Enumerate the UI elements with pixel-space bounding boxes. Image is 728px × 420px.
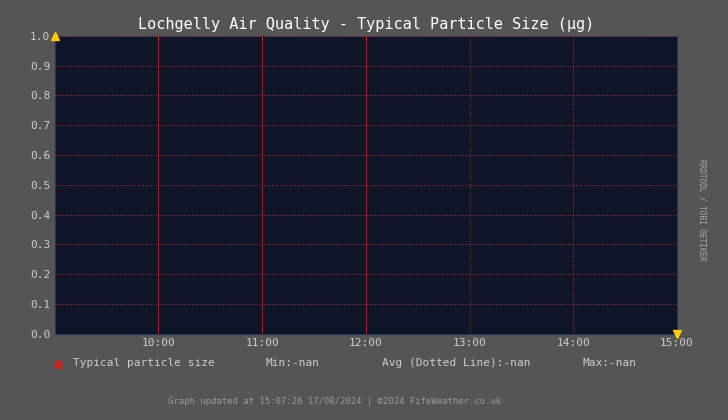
Text: Min:-nan: Min:-nan <box>266 358 320 368</box>
Text: RRDTOOL / TOBI OETIKER: RRDTOOL / TOBI OETIKER <box>697 159 706 261</box>
Text: Avg (Dotted Line):-nan: Avg (Dotted Line):-nan <box>382 358 531 368</box>
Text: Graph updated at 15:07:26 17/08/2024 | ©2024 FifeWeather.co.uk: Graph updated at 15:07:26 17/08/2024 | ©… <box>168 396 502 406</box>
Title: Lochgelly Air Quality - Typical Particle Size (μg): Lochgelly Air Quality - Typical Particle… <box>138 17 594 32</box>
Text: Max:-nan: Max:-nan <box>582 358 636 368</box>
Text: Typical particle size: Typical particle size <box>73 358 215 368</box>
Text: ■: ■ <box>55 357 62 370</box>
